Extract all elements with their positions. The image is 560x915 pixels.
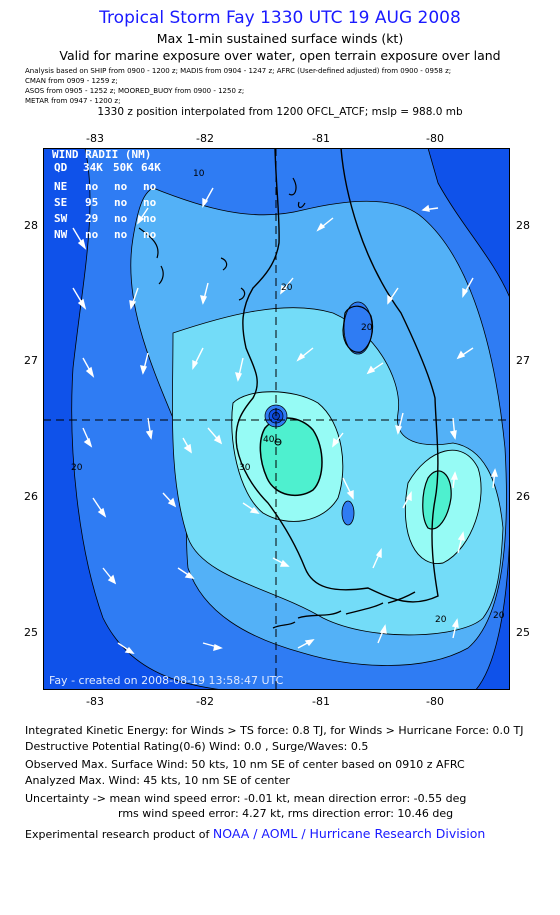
credit-line: Experimental research product of NOAA / … xyxy=(25,826,485,841)
wind-radii-title: WIND RADII (NM) xyxy=(52,148,151,161)
wind-radii-sw-50k: no xyxy=(114,212,128,225)
wind-radii-sw-64k: no xyxy=(143,212,157,225)
page-title: Tropical Storm Fay 1330 UTC 19 AUG 2008 xyxy=(99,8,461,28)
observed-max-wind: Observed Max. Surface Wind: 50 kts, 10 n… xyxy=(25,758,465,771)
wind-radii-nw-label: NW xyxy=(54,228,68,241)
interpolation-note: 1330 z position interpolated from 1200 O… xyxy=(97,106,463,118)
west-coast-islands xyxy=(138,177,306,301)
wind-radii-se-64k: no xyxy=(143,196,157,209)
contour-label-20-c: 20 xyxy=(71,463,83,473)
wind-radii-ne-50k: no xyxy=(114,180,128,193)
analysis-sources-1: Analysis based on SHIP from 0900 - 1200 … xyxy=(25,67,452,75)
wind-level-6b-fill xyxy=(422,470,452,530)
uncertainty-line-1: Uncertainty -> mean wind speed error: -0… xyxy=(25,792,467,805)
wind-radii-header-34k: 34K xyxy=(83,161,103,174)
dpr-line: Destructive Potential Rating(0-6) Wind: … xyxy=(25,740,369,753)
lon-tick-bottom-80: -80 xyxy=(426,695,444,708)
contour-label-20-a: 20 xyxy=(281,283,293,293)
lon-tick-top-80: -80 xyxy=(426,132,444,145)
wind-radii-sw-label: SW xyxy=(54,212,68,225)
lake-okeechobee-outline xyxy=(342,305,374,353)
wind-radii-se-label: SE xyxy=(54,196,67,209)
ike-line: Integrated Kinetic Energy: for Winds > T… xyxy=(25,724,524,737)
map-frame xyxy=(43,148,510,690)
analyzed-max-wind: Analyzed Max. Wind: 45 kts, 10 nm SE of … xyxy=(25,774,290,787)
wind-radii-header-64k: 64K xyxy=(141,161,161,174)
lat-tick-left-25: 25 xyxy=(24,626,38,639)
wind-radii-ne-34k: no xyxy=(85,180,99,193)
analysis-sources-4: METAR from 0947 - 1200 z; xyxy=(25,97,121,105)
lat-tick-left-27: 27 xyxy=(24,354,38,367)
contour-label-10: 10 xyxy=(193,169,205,179)
wind-radii-se-34k: 95 xyxy=(85,196,98,209)
contour-label-20-b: 20 xyxy=(361,323,373,333)
subtitle-units: Max 1-min sustained surface winds (kt) xyxy=(156,31,404,46)
lon-tick-top-83: -83 xyxy=(86,132,104,145)
subtitle-exposure: Valid for marine exposure over water, op… xyxy=(59,48,501,63)
wind-radii-nw-34k: no xyxy=(85,228,99,241)
wind-radii-header-qd: QD xyxy=(54,161,68,174)
wind-radii-nw-64k: no xyxy=(143,228,157,241)
storm-center-symbol xyxy=(274,438,282,446)
contour-label-30: 30 xyxy=(239,463,251,473)
lon-tick-top-82: -82 xyxy=(196,132,214,145)
lon-tick-bottom-82: -82 xyxy=(196,695,214,708)
lon-tick-bottom-83: -83 xyxy=(86,695,104,708)
lat-tick-right-26: 26 xyxy=(516,490,530,503)
wind-field-map: 10 20 20 20 20 20 30 40 WIND RADII (NM) … xyxy=(43,148,510,690)
wind-radii-sw-34k: 29 xyxy=(85,212,98,225)
contour-label-20-d: 20 xyxy=(435,615,447,625)
analysis-sources-2: CMAN from 0909 - 1259 z; xyxy=(25,77,118,85)
lat-tick-left-26: 26 xyxy=(24,490,38,503)
wind-radii-ne-64k: no xyxy=(143,180,157,193)
lat-tick-right-28: 28 xyxy=(516,219,530,232)
analysis-sources-3: ASOS from 0905 - 1252 z; MOORED_BUOY fro… xyxy=(25,87,245,95)
lon-tick-bottom-81: -81 xyxy=(312,695,330,708)
credit-prefix: Experimental research product of xyxy=(25,828,213,841)
credit-organization-link[interactable]: NOAA / AOML / Hurricane Research Divisio… xyxy=(212,826,486,841)
wind-radii-table: WIND RADII (NM) QD 34K 50K 64K NE no no … xyxy=(52,148,161,241)
lon-tick-top-81: -81 xyxy=(312,132,330,145)
uncertainty-line-2: rms wind speed error: 4.27 kt, rms direc… xyxy=(118,807,454,820)
wind-vectors xyxy=(72,187,498,654)
wind-level-6-fill xyxy=(259,417,323,497)
wind-radii-ne-label: NE xyxy=(54,180,67,193)
contour-label-40: 40 xyxy=(263,435,275,445)
wind-radii-nw-50k: no xyxy=(114,228,128,241)
florida-keys xyxy=(272,591,416,629)
contour-label-20-e: 20 xyxy=(493,611,505,621)
bay-lowwind-fill xyxy=(341,500,355,526)
florida-coastline xyxy=(235,148,439,603)
lat-tick-left-28: 28 xyxy=(24,219,38,232)
lat-tick-right-25: 25 xyxy=(516,626,530,639)
wind-radii-se-50k: no xyxy=(114,196,128,209)
map-created-stamp: Fay - created on 2008-08-19 13:58:47 UTC xyxy=(49,674,284,687)
wind-radii-header-50k: 50K xyxy=(113,161,133,174)
lat-tick-right-27: 27 xyxy=(516,354,530,367)
